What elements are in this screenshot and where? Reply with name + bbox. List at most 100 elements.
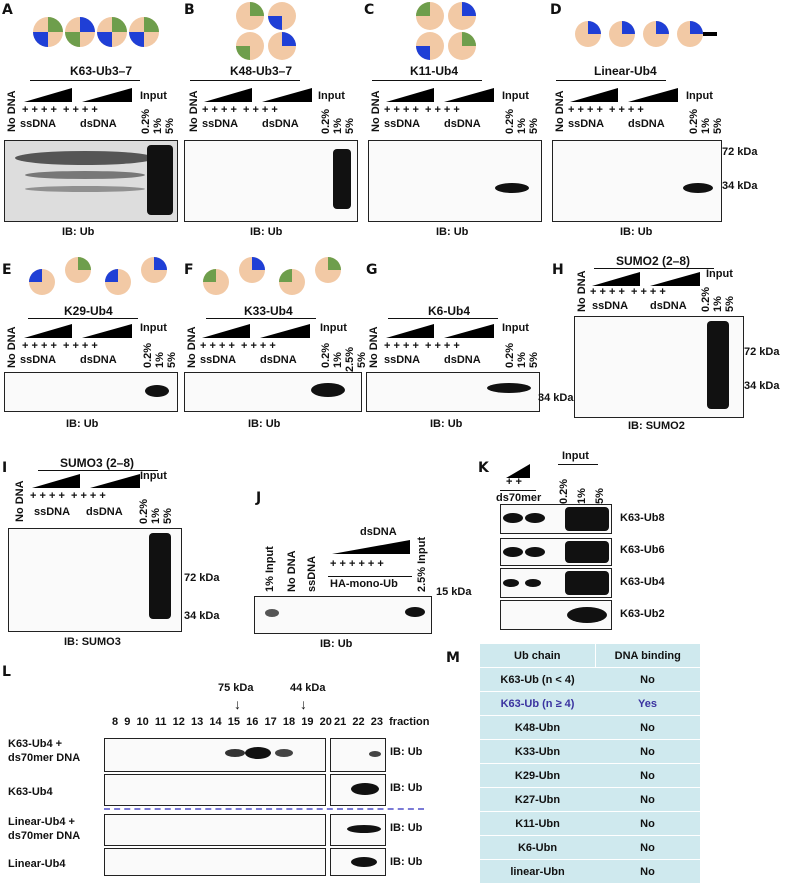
western-blot-a xyxy=(4,140,178,222)
western-blot-j xyxy=(254,596,432,634)
pct-label: 2.5% xyxy=(344,346,356,372)
input-label: Input xyxy=(140,90,167,102)
table-cell: No xyxy=(595,835,700,860)
pct-label: 1% xyxy=(576,488,588,504)
ib-label: IB: Ub xyxy=(436,226,469,238)
input-label: Input xyxy=(686,90,713,102)
l-row-label: Linear-Ub4 xyxy=(8,858,66,870)
table-cell: K11-Ubn xyxy=(480,811,596,836)
input-label: Input xyxy=(140,322,167,334)
fraction-blot-4a xyxy=(104,848,326,876)
input-label: Input xyxy=(320,322,347,334)
pct-label: 1% xyxy=(516,118,528,134)
panel-letter-j: J xyxy=(256,490,262,506)
table-cell: K63-Ub (n < 4) xyxy=(480,667,596,692)
pct-label: 0.2% xyxy=(504,342,516,368)
mw-marker-75: 75 kDa xyxy=(218,682,254,694)
panel-letter-k: K xyxy=(478,460,489,476)
dsdna-label: dsDNA xyxy=(650,300,687,312)
pct-label: 0.2% xyxy=(142,342,154,368)
fraction-numbers: 8 9 10 11 12 13 14 15 16 17 18 19 20 xyxy=(112,716,332,728)
panel-letter-h: H xyxy=(552,262,564,278)
l-row-label: K63-Ub4 + xyxy=(8,738,63,750)
panel-letter-a: A xyxy=(2,2,13,18)
panel-letter-m: M xyxy=(446,650,460,666)
no-dna-label: No DNA xyxy=(370,90,382,132)
panel-letter-b: B xyxy=(184,2,195,18)
ub-chain-diagram-f xyxy=(203,257,341,295)
l-row-label: ds70mer DNA xyxy=(8,830,81,842)
panel-letter-i: I xyxy=(2,460,8,476)
k-row-label: K63-Ub4 xyxy=(620,576,665,588)
no-dna-label: No DNA xyxy=(554,90,566,132)
no-dna-label: No DNA xyxy=(188,90,200,132)
pct-label: 5% xyxy=(528,118,540,134)
table-cell: No xyxy=(595,787,700,812)
table-cell: No xyxy=(595,811,700,836)
western-blot-b xyxy=(184,140,358,222)
table-cell: K33-Ubn xyxy=(480,739,596,764)
ssdna-label: ssDNA xyxy=(384,118,421,130)
ub-chain-diagram-d xyxy=(575,21,717,47)
fraction-blot-3a xyxy=(104,814,326,846)
fraction-blot-1a xyxy=(104,738,326,772)
pct-label: 5% xyxy=(164,118,176,134)
pct-label: 1% xyxy=(154,352,166,368)
western-blot-g xyxy=(366,372,540,412)
table-cell: No xyxy=(595,859,700,884)
pct-label: 5% xyxy=(594,488,606,504)
western-blot-h xyxy=(574,316,744,418)
table-cell: K27-Ubn xyxy=(480,787,596,812)
no-dna-label: No DNA xyxy=(14,480,26,522)
pct-label: 5% xyxy=(166,352,178,368)
input-label: Input xyxy=(706,268,733,280)
pct-label: 0.2% xyxy=(140,108,152,134)
table-cell: K48-Ubn xyxy=(480,715,596,740)
western-blot-i xyxy=(8,528,182,632)
mw-marker-34: 34 kDa xyxy=(184,610,220,622)
dsdna-label: dsDNA xyxy=(444,118,481,130)
western-blot-k-ub2 xyxy=(500,600,612,630)
mw-marker-72: 72 kDa xyxy=(722,146,758,158)
ib-label: IB: Ub xyxy=(390,856,423,868)
ssdna-label: ssDNA xyxy=(202,118,239,130)
mw-marker-15: 15 kDa xyxy=(436,586,472,598)
pct-label: 0.2% xyxy=(700,286,712,312)
mw-marker-72: 72 kDa xyxy=(184,572,220,584)
panel-title-c: K11-Ub4 xyxy=(410,64,459,78)
ssdna-label: ssDNA xyxy=(306,555,318,592)
ib-label: IB: Ub xyxy=(430,418,463,430)
input-label: Input xyxy=(318,90,345,102)
western-blot-d xyxy=(552,140,722,222)
k-row-label: K63-Ub2 xyxy=(620,608,665,620)
dsdna-label: dsDNA xyxy=(260,354,297,366)
pct-label: 5% xyxy=(356,352,368,368)
panel-title-e: K29-Ub4 xyxy=(64,304,113,318)
divider xyxy=(104,808,424,810)
table-cell: Yes xyxy=(595,691,700,716)
pct-label: 1% xyxy=(332,118,344,134)
panel-title-g: K6-Ub4 xyxy=(428,304,471,318)
input-label: Input xyxy=(562,450,589,462)
table-cell: No xyxy=(595,667,700,692)
ssdna-label: ssDNA xyxy=(200,354,237,366)
mw-marker-72: 72 kDa xyxy=(744,346,780,358)
dsdna-label: dsDNA xyxy=(444,354,481,366)
table-cell: K29-Ubn xyxy=(480,763,596,788)
table-cell: K63-Ub (n ≥ 4) xyxy=(480,691,596,716)
dsdna-label: dsDNA xyxy=(262,118,299,130)
panel-title-h: SUMO2 (2–8) xyxy=(616,254,691,268)
dsdna-label: dsDNA xyxy=(86,506,123,518)
ha-mono-ub-label: HA-mono-Ub xyxy=(330,578,398,590)
western-blot-k-ub8 xyxy=(500,504,612,534)
table-cell: No xyxy=(595,739,700,764)
ssdna-label: ssDNA xyxy=(384,354,421,366)
pct-label: 1% xyxy=(150,508,162,524)
ib-label: IB: Ub xyxy=(620,226,653,238)
western-blot-e xyxy=(4,372,178,412)
pct-label: 1% xyxy=(152,118,164,134)
ib-label: IB: SUMO2 xyxy=(628,420,685,432)
pct-label: 5% xyxy=(344,118,356,134)
ib-label: IB: Ub xyxy=(390,746,423,758)
ib-label: IB: Ub xyxy=(62,226,95,238)
